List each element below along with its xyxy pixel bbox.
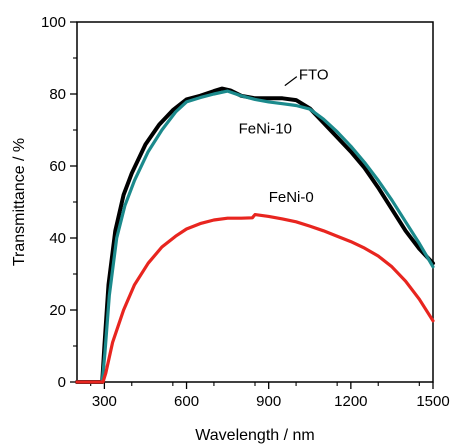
fto-leader-line	[284, 76, 298, 87]
x-tick-label: 300	[92, 393, 117, 410]
y-tick-label: 0	[58, 374, 66, 391]
annotation-label: FeNi-0	[269, 189, 314, 206]
x-axis-title: Wavelength / nm	[195, 427, 314, 444]
x-tick-label: 600	[174, 393, 199, 410]
y-tick-label: 80	[49, 86, 66, 103]
x-tick-label: 1500	[416, 393, 449, 410]
series-labels: FTO FeNi-10 FeNi-0	[239, 67, 329, 206]
x-tick-label: 900	[256, 393, 281, 410]
y-tick-label: 60	[49, 158, 66, 175]
y-tick-label: 40	[49, 230, 66, 247]
series-line-feni-0	[75, 213, 435, 384]
y-axis-title: Transmittance / %	[11, 138, 28, 266]
plot-frame	[76, 21, 434, 383]
annotation-label: FTO	[299, 67, 329, 84]
series-line-feni-10	[75, 89, 435, 384]
tick-labels: 300 600 900 1200 1500 0 20 40 60 80 100	[41, 14, 450, 410]
series-lines	[75, 86, 435, 384]
annotation-label: FeNi-10	[239, 121, 292, 138]
y-tick-label: 100	[41, 14, 66, 31]
y-tick-label: 20	[49, 302, 66, 319]
x-tick-label: 1200	[334, 393, 367, 410]
